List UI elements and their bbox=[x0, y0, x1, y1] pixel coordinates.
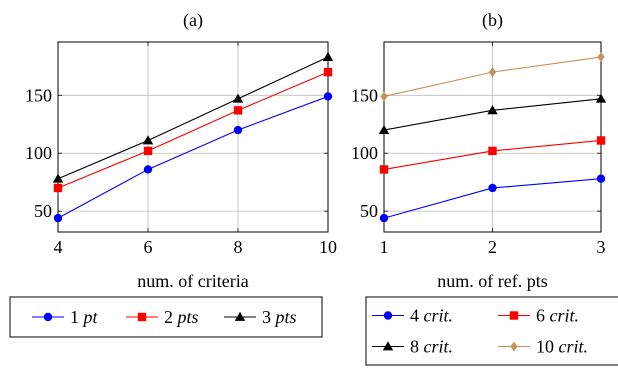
chart-0-series-0-line bbox=[57, 95, 329, 219]
legend-label-unit: crit. bbox=[424, 306, 454, 326]
legend-label-number: 8 bbox=[410, 337, 424, 357]
chart-0-series-0-point bbox=[143, 165, 153, 174]
chart-1-xlabel: num. of ref. pts bbox=[437, 271, 547, 291]
chart-0-title: (a) bbox=[183, 10, 203, 31]
chart-0-series-0-point bbox=[323, 92, 333, 101]
chart-0-series-2-point bbox=[322, 51, 334, 61]
chart-1-legend-1-swatch-marker bbox=[509, 311, 519, 320]
chart-0-xtick-label: 10 bbox=[319, 237, 337, 257]
chart-0-plot-frame bbox=[57, 41, 329, 233]
chart-1-legend-1-label: 6 crit. bbox=[536, 306, 579, 326]
chart-0-series-2-point bbox=[232, 93, 244, 103]
chart-0-ytick-label: 50 bbox=[34, 201, 52, 221]
chart-1-legend-2-label: 8 crit. bbox=[410, 337, 453, 357]
chart-1-series-1-point bbox=[488, 146, 497, 156]
chart-0-xtick-label: 6 bbox=[144, 237, 153, 257]
chart-0-xtick-label: 8 bbox=[234, 237, 243, 257]
legend-label-unit: crit. bbox=[424, 337, 454, 357]
chart-1-xtick-label: 3 bbox=[597, 237, 606, 257]
chart-0-series-2-point bbox=[52, 173, 64, 183]
chart-0-ytick-label: 150 bbox=[25, 85, 52, 105]
chart-0-legend-0-swatch-marker bbox=[43, 312, 53, 322]
chart-0-legend-2-swatch-marker bbox=[234, 311, 246, 321]
chart-1-series-3-point bbox=[488, 67, 497, 78]
legend-label-unit: pt bbox=[82, 307, 99, 327]
chart-1-legend-3-label: 10 crit. bbox=[536, 337, 588, 357]
chart-1-series-0-point bbox=[596, 174, 606, 183]
chart-1-series-2-point bbox=[595, 93, 607, 103]
chart-1-legend-box bbox=[365, 296, 618, 366]
legend-label-number: 4 bbox=[410, 306, 424, 326]
chart-0-series-1-point bbox=[233, 106, 243, 115]
chart-1-series-3-point bbox=[597, 52, 605, 63]
chart-0-series-2-point bbox=[142, 135, 154, 145]
chart-1-xtick-label: 1 bbox=[380, 237, 389, 257]
chart-1-series-3-point bbox=[380, 91, 388, 102]
chart-0-series-2-line bbox=[57, 56, 329, 180]
chart-1-series-1-point bbox=[596, 136, 606, 145]
chart-0-series-1-line bbox=[57, 71, 329, 189]
chart-0-legend-1-swatch-marker bbox=[137, 312, 147, 322]
chart-1-legend-0-swatch-marker bbox=[383, 311, 393, 320]
legend-label-unit: pts bbox=[274, 307, 297, 327]
chart-0-xtick-label: 4 bbox=[54, 237, 63, 257]
chart-1-xtick-label: 2 bbox=[488, 237, 497, 257]
legend-label-unit: pts bbox=[176, 307, 199, 327]
chart-1-series-0-point bbox=[379, 213, 389, 223]
chart-1-legend-3-swatch-marker bbox=[510, 341, 518, 352]
chart-1-ytick-label: 100 bbox=[351, 143, 378, 163]
chart-0-legend-1-label: 2 pts bbox=[164, 307, 199, 327]
legend-label-unit: crit. bbox=[550, 306, 580, 326]
chart-0-series-0-point bbox=[53, 213, 63, 223]
chart-1-series-2-point bbox=[487, 105, 498, 115]
chart-0-ytick-label: 100 bbox=[25, 143, 52, 163]
chart-0-legend-2-label: 3 pts bbox=[262, 307, 297, 327]
chart-1-series-2-point bbox=[378, 124, 390, 134]
chart-1-series-1-point bbox=[379, 165, 389, 174]
legend-label-number: 6 bbox=[536, 306, 550, 326]
legend-label-number: 1 bbox=[70, 307, 84, 327]
chart-0-series-1-point bbox=[53, 183, 63, 193]
chart-1-title: (b) bbox=[482, 10, 503, 31]
chart-0-series-1-point bbox=[323, 67, 333, 77]
chart-0-series-0-point bbox=[233, 125, 243, 135]
legend-label-unit: crit. bbox=[559, 337, 589, 357]
chart-1-legend-0-label: 4 crit. bbox=[410, 306, 453, 326]
chart-0-xlabel: num. of criteria bbox=[137, 271, 248, 291]
legend-label-number: 10 bbox=[536, 337, 559, 357]
chart-1-ytick-label: 50 bbox=[360, 201, 378, 221]
legend-label-number: 2 bbox=[164, 307, 178, 327]
legend-label-number: 3 bbox=[262, 307, 276, 327]
chart-1-legend-2-swatch-marker bbox=[382, 341, 394, 351]
chart-0-legend-0-label: 1 pt bbox=[70, 307, 99, 327]
chart-0-series-1-point bbox=[143, 146, 153, 156]
chart-1-series-0-point bbox=[488, 183, 497, 193]
chart-1-ytick-label: 150 bbox=[351, 85, 378, 105]
